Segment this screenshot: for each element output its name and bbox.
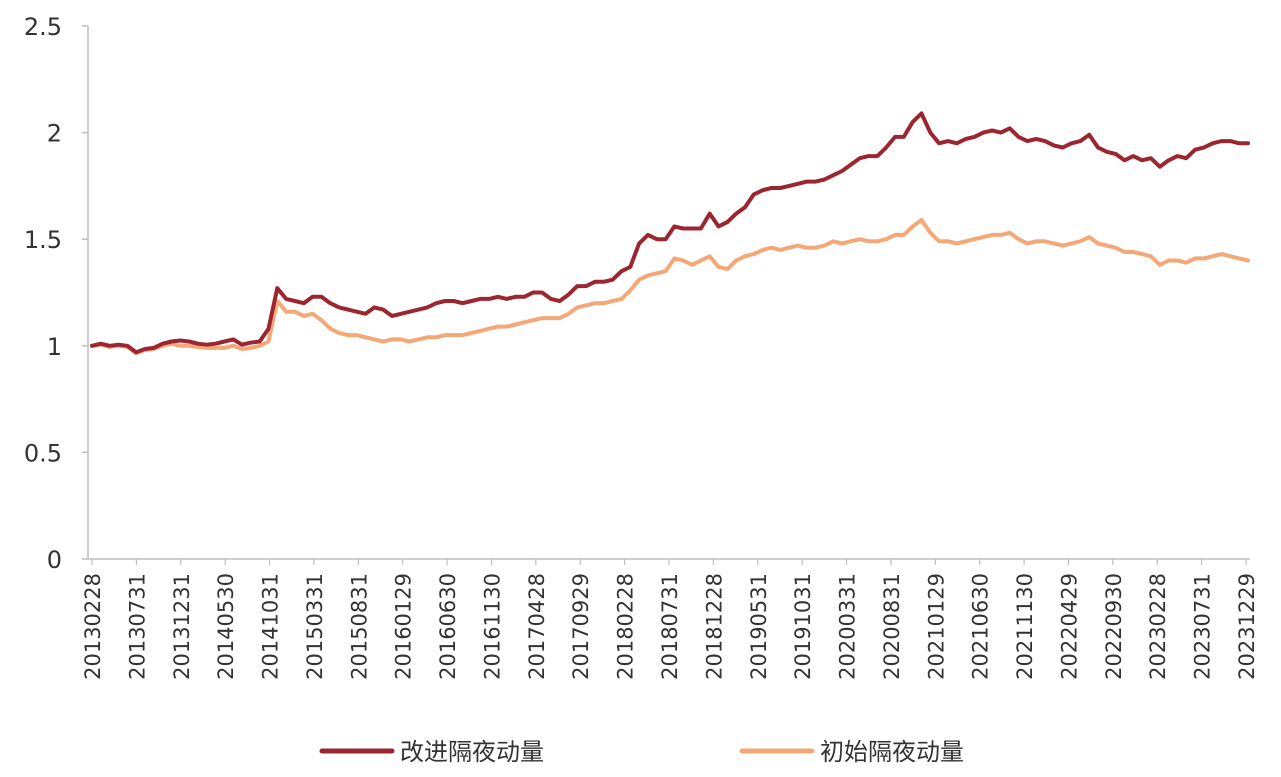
y-axis: 0 0.5 1 1.5 2 2.5 bbox=[24, 13, 89, 574]
x-tick-label: 20130228 bbox=[81, 573, 105, 680]
legend-label-series-2: 初始隔夜动量 bbox=[820, 738, 964, 766]
x-tick-label: 20211130 bbox=[1013, 573, 1037, 680]
x-tick-label: 20200331 bbox=[836, 573, 860, 680]
legend: 改进隔夜动量 初始隔夜动量 bbox=[319, 738, 964, 766]
y-tick-label: 2 bbox=[47, 120, 62, 148]
x-tick-label: 20180731 bbox=[658, 573, 682, 680]
x-tick-label: 20131231 bbox=[170, 573, 194, 680]
series-line-2 bbox=[90, 218, 1250, 356]
x-tick-label: 20170929 bbox=[569, 573, 593, 680]
x-tick-label: 20160129 bbox=[392, 573, 416, 680]
series-line-1 bbox=[90, 111, 1250, 355]
x-tick-label: 20150331 bbox=[303, 573, 327, 680]
x-tick-label: 20170428 bbox=[525, 573, 549, 680]
x-tick-label: 20161130 bbox=[480, 573, 504, 680]
x-tick-label: 20150831 bbox=[347, 573, 371, 680]
x-tick-label: 20210129 bbox=[924, 573, 948, 680]
x-tick-label: 20220930 bbox=[1102, 573, 1126, 680]
x-tick-label: 20140530 bbox=[214, 573, 238, 680]
legend-entry-series-1[interactable]: 改进隔夜动量 bbox=[319, 738, 544, 766]
x-tick-label: 20220429 bbox=[1057, 573, 1081, 680]
y-tick-label: 1.5 bbox=[24, 226, 62, 254]
x-tick-label: 20190531 bbox=[747, 573, 771, 680]
x-tick-label: 20191031 bbox=[791, 573, 815, 680]
y-tick-label: 2.5 bbox=[24, 13, 62, 41]
x-tick-label: 20231229 bbox=[1235, 573, 1259, 680]
legend-label-series-1: 改进隔夜动量 bbox=[400, 738, 544, 766]
y-tick-label: 0 bbox=[47, 546, 62, 574]
x-tick-label: 20210630 bbox=[969, 573, 993, 680]
x-tick-label: 20141031 bbox=[259, 573, 283, 680]
x-tick-label: 20200831 bbox=[880, 573, 904, 680]
y-tick-label: 0.5 bbox=[24, 439, 62, 467]
x-tick-label: 20180228 bbox=[614, 573, 638, 680]
y-tick-label: 1 bbox=[47, 333, 62, 361]
x-tick-label: 20160630 bbox=[436, 573, 460, 680]
x-tick-label: 20230228 bbox=[1146, 573, 1170, 680]
x-tick-label: 20230731 bbox=[1191, 573, 1215, 680]
x-tick-label: 20181228 bbox=[702, 573, 726, 680]
x-tick-label: 20130731 bbox=[125, 573, 149, 680]
plot-area bbox=[90, 111, 1250, 356]
legend-entry-series-2[interactable]: 初始隔夜动量 bbox=[739, 738, 964, 766]
x-axis: 20130228 20130731 20131231 20140530 20141031… bbox=[81, 558, 1259, 680]
